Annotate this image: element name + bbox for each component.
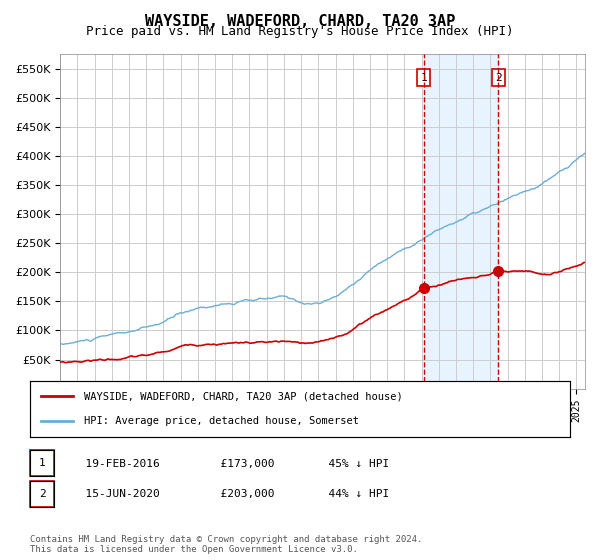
Text: 1: 1 xyxy=(421,73,427,83)
Text: 1: 1 xyxy=(38,458,46,468)
Text: WAYSIDE, WADEFORD, CHARD, TA20 3AP (detached house): WAYSIDE, WADEFORD, CHARD, TA20 3AP (deta… xyxy=(84,391,403,402)
Text: 15-JUN-2020         £203,000        44% ↓ HPI: 15-JUN-2020 £203,000 44% ↓ HPI xyxy=(72,489,389,500)
Text: Price paid vs. HM Land Registry's House Price Index (HPI): Price paid vs. HM Land Registry's House … xyxy=(86,25,514,38)
Text: 2: 2 xyxy=(495,73,502,83)
Text: HPI: Average price, detached house, Somerset: HPI: Average price, detached house, Some… xyxy=(84,416,359,426)
Text: WAYSIDE, WADEFORD, CHARD, TA20 3AP: WAYSIDE, WADEFORD, CHARD, TA20 3AP xyxy=(145,14,455,29)
Bar xyxy=(424,54,498,389)
Text: 2: 2 xyxy=(38,489,46,499)
Text: Contains HM Land Registry data © Crown copyright and database right 2024.
This d: Contains HM Land Registry data © Crown c… xyxy=(30,535,422,554)
Text: 19-FEB-2016         £173,000        45% ↓ HPI: 19-FEB-2016 £173,000 45% ↓ HPI xyxy=(72,459,389,469)
